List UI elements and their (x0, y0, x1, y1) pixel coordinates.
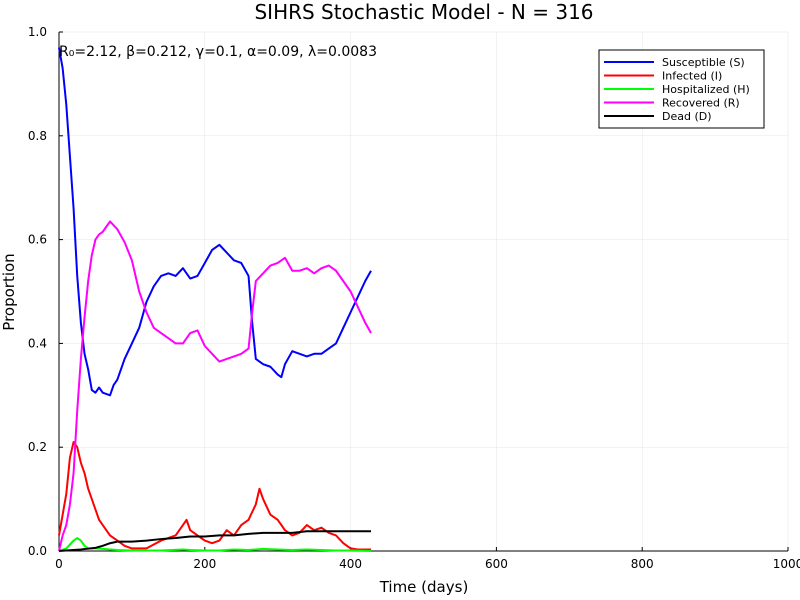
plot-area (58, 32, 788, 552)
y-axis-ticks: 0.0 0.2 0.4 0.6 0.8 1.0 (28, 25, 63, 558)
x-axis-label: Time (days) (379, 578, 469, 596)
chart-title: SIHRS Stochastic Model - N = 316 (254, 0, 593, 24)
y-tick-label: 0.8 (28, 129, 47, 143)
legend-label-recovered-r: Recovered (R) (662, 97, 740, 110)
legend-label-infected-i: Infected (I) (662, 70, 722, 83)
series-line-infected-i (58, 441, 372, 551)
parameter-annotation: R₀=2.12, β=0.212, γ=0.1, α=0.09, λ=0.008… (59, 44, 377, 60)
y-tick-label: 0.2 (28, 440, 47, 454)
y-tick-label: 1.0 (28, 25, 47, 39)
legend-label-hospitalized-h: Hospitalized (H) (662, 83, 750, 96)
y-tick-label: 0.4 (28, 336, 47, 350)
series-lines (58, 47, 372, 552)
y-axis-label: Proportion (0, 253, 18, 330)
x-tick-label: 600 (485, 557, 508, 571)
y-tick-label: 0.6 (28, 233, 47, 247)
legend: Susceptible (S)Infected (I)Hospitalized … (598, 49, 765, 129)
x-tick-label: 800 (631, 557, 654, 571)
x-axis-ticks: 0 200 400 600 800 1000 (55, 547, 800, 571)
x-tick-label: 400 (339, 557, 362, 571)
series-line-dead-d (58, 530, 372, 552)
x-tick-label: 200 (193, 557, 216, 571)
series-line-susceptible-s (58, 47, 372, 397)
x-tick-label: 1000 (773, 557, 800, 571)
series-line-recovered-r (58, 220, 372, 552)
series-line-hospitalized-h (58, 537, 372, 552)
legend-label-dead-d: Dead (D) (662, 110, 712, 123)
legend-label-susceptible-s: Susceptible (S) (662, 56, 745, 69)
x-tick-label: 0 (55, 557, 63, 571)
y-tick-label: 0.0 (28, 544, 47, 558)
